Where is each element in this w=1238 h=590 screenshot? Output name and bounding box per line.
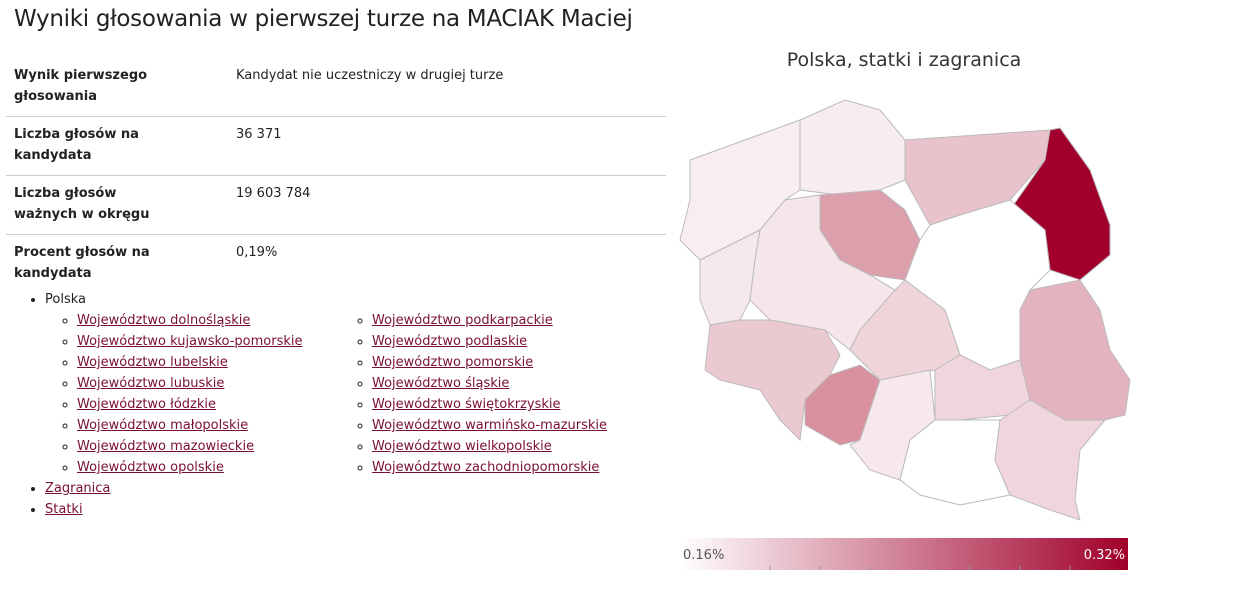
row-value: 36 371 <box>228 116 666 176</box>
results-table: Wynik pierwszego głosowania Kandydat nie … <box>6 58 666 293</box>
list-item: Województwo lubuskie <box>77 373 372 394</box>
row-value: 0,19% <box>228 234 666 293</box>
list-item: Statki <box>45 499 667 520</box>
list-item: Województwo mazowieckie <box>77 436 372 457</box>
region-link[interactable]: Województwo dolnośląskie <box>77 313 251 328</box>
region-link[interactable]: Województwo świętokrzyskie <box>372 397 561 412</box>
region <box>994 399 1107 521</box>
list-item: Województwo opolskie <box>77 457 372 478</box>
list-item: Województwo dolnośląskie <box>77 310 372 331</box>
region-root: Polska <box>45 292 86 307</box>
region-link[interactable]: Województwo lubelskie <box>77 355 228 370</box>
table-row: Procent głosów na kandydata 0,19% <box>6 234 666 293</box>
row-label: Liczba głosów ważnych w okręgu <box>14 186 150 222</box>
row-label-cell: Liczba głosów ważnych w okręgu <box>6 175 228 235</box>
row-label: Procent głosów na kandydata <box>14 245 150 281</box>
table-row: Liczba głosów na kandydata 36 371 <box>6 116 666 176</box>
region-link[interactable]: Województwo łódzkie <box>77 397 216 412</box>
row-label-cell: Liczba głosów na kandydata <box>6 116 228 176</box>
list-item: Województwo śląskie <box>372 373 667 394</box>
region-link[interactable]: Województwo zachodniopomorskie <box>372 460 600 475</box>
region-link[interactable]: Województwo pomorskie <box>372 355 534 370</box>
list-item: Województwo łódzkie <box>77 394 372 415</box>
sublist: Województwo dolnośląskie Województwo kuja… <box>45 310 667 478</box>
list-item: Polska Województwo dolnośląskieWojewództ… <box>45 289 667 478</box>
table-row: Liczba głosów ważnych w okręgu 19 603 784 <box>6 175 666 235</box>
list-item: Zagranica <box>45 478 667 499</box>
region-link[interactable]: Województwo śląskie <box>372 376 510 391</box>
list-item: Województwo warmińsko-mazurskie <box>372 415 667 436</box>
region-list: Polska Województwo dolnośląskieWojewództ… <box>14 289 667 520</box>
list-item: Województwo świętokrzyskie <box>372 394 667 415</box>
row-label-cell: Procent głosów na kandydata <box>6 234 228 293</box>
region-link[interactable]: Województwo wielkopolskie <box>372 439 552 454</box>
list-item: Województwo podkarpackie <box>372 310 667 331</box>
region <box>799 99 906 196</box>
region <box>899 419 1011 506</box>
region-link[interactable]: Województwo kujawsko-pomorskie <box>77 334 303 349</box>
list-item: Województwo zachodniopomorskie <box>372 457 667 478</box>
region-link[interactable]: Województwo podkarpackie <box>372 313 553 328</box>
region-link[interactable]: Zagranica <box>45 481 111 496</box>
legend-max: 0.32% <box>1084 548 1125 563</box>
map-title: Polska, statki i zagranica <box>787 49 1022 71</box>
region-link[interactable]: Województwo podlaskie <box>372 334 528 349</box>
legend-bar <box>680 538 1128 570</box>
list-item: Województwo pomorskie <box>372 352 667 373</box>
region-link[interactable]: Województwo opolskie <box>77 460 224 475</box>
region-link[interactable]: Województwo małopolskie <box>77 418 249 433</box>
legend-min: 0.16% <box>683 548 724 563</box>
list-item: Województwo lubelskie <box>77 352 372 373</box>
table-row: Wynik pierwszego głosowania Kandydat nie … <box>6 58 666 117</box>
region-link[interactable]: Województwo mazowieckie <box>77 439 255 454</box>
list-item: Województwo małopolskie <box>77 415 372 436</box>
region-link[interactable]: Województwo lubuskie <box>77 376 225 391</box>
row-value: Kandydat nie uczestniczy w drugiej turze <box>236 68 504 83</box>
region-link[interactable]: Województwo warmińsko-mazurskie <box>372 418 608 433</box>
region <box>849 369 936 481</box>
legend-ticks <box>769 566 1071 570</box>
row-label: Wynik pierwszego głosowania <box>14 68 148 104</box>
row-label: Liczba głosów na kandydata <box>14 127 139 163</box>
title: Wyniki głosowania w pierwszej turze na M… <box>14 6 633 32</box>
list-item: Województwo podlaskie <box>372 331 667 352</box>
region <box>1019 279 1131 421</box>
list-item: Województwo wielkopolskie <box>372 436 667 457</box>
list-item: Województwo kujawsko-pomorskie <box>77 331 372 352</box>
row-label-cell: Wynik pierwszego głosowania <box>6 58 228 117</box>
region-link[interactable]: Statki <box>45 502 83 517</box>
map: Polska, statki i zagranica 0.16% 0.32% <box>679 49 1131 570</box>
row-value: 19 603 784 <box>228 175 666 235</box>
regions <box>679 99 1131 521</box>
